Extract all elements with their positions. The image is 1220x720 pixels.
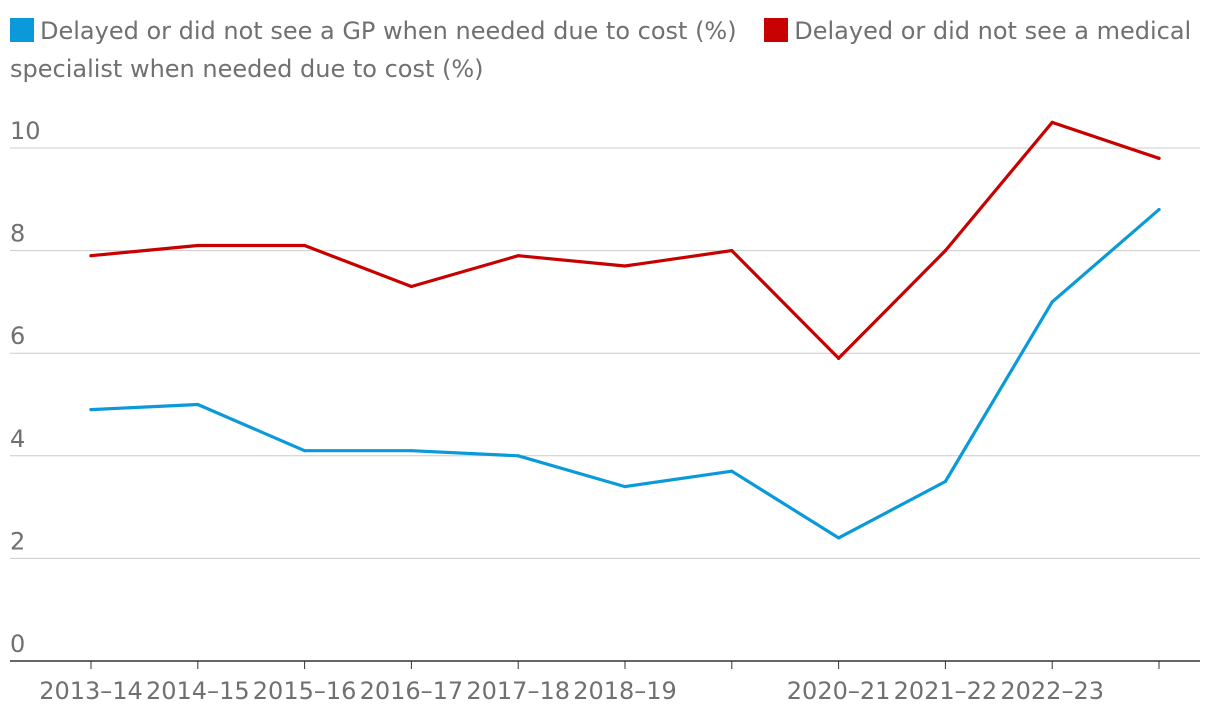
y-tick-label-0: 0: [10, 630, 25, 658]
y-tick-label-6: 6: [10, 322, 25, 350]
x-tick-label-2018-19: 2018–19: [573, 677, 677, 705]
x-tick-label-2014-15: 2014–15: [146, 677, 250, 705]
data-point-specialist-2018-19: [623, 264, 626, 267]
y-tick-label-8: 8: [10, 220, 25, 248]
data-point-gp-2020-21: [837, 536, 840, 539]
x-tick-label-2015-16: 2015–16: [253, 677, 357, 705]
x-tick-label-2013-14: 2013–14: [39, 677, 143, 705]
data-point-specialist-2015-16: [303, 244, 306, 247]
data-point-specialist-2021-22: [944, 249, 947, 252]
data-point-gp-2022-23: [1051, 300, 1054, 303]
data-point-gp-2013-14: [89, 408, 92, 411]
line-chart: 0 2 4 6 8 10 2013–14 2014–15 2015–16 2016–17 2017–…: [0, 0, 1220, 720]
data-point-gp-2021-22: [944, 480, 947, 483]
data-point-gp-2015-16: [303, 449, 306, 452]
data-point-specialist-2014-15: [196, 244, 199, 247]
x-tick-label-2022-23: 2022–23: [1000, 677, 1104, 705]
data-point-specialist-2016-17: [410, 285, 413, 288]
data-point-gp-2019-20: [730, 470, 733, 473]
data-point-specialist-2017-18: [517, 254, 520, 257]
y-tick-label-10: 10: [10, 117, 41, 145]
y-tick-label-2: 2: [10, 527, 25, 555]
x-tick-label-2021-22: 2021–22: [894, 677, 998, 705]
series-line-gp: [91, 210, 1159, 538]
data-point-gp-2023-24: [1157, 208, 1160, 211]
x-tick-label-2017-18: 2017–18: [466, 677, 570, 705]
data-point-specialist-2022-23: [1051, 121, 1054, 124]
y-tick-label-4: 4: [10, 425, 25, 453]
series-line-specialist: [91, 122, 1159, 358]
data-point-specialist-2020-21: [837, 357, 840, 360]
x-tick-label-2016-17: 2016–17: [360, 677, 464, 705]
x-tick-label-2020-21: 2020–21: [787, 677, 891, 705]
data-point-specialist-2013-14: [89, 254, 92, 257]
data-point-specialist-2023-24: [1157, 157, 1160, 160]
data-point-gp-2016-17: [410, 449, 413, 452]
data-point-gp-2017-18: [517, 454, 520, 457]
data-point-gp-2014-15: [196, 403, 199, 406]
data-point-gp-2018-19: [623, 485, 626, 488]
data-point-specialist-2019-20: [730, 249, 733, 252]
